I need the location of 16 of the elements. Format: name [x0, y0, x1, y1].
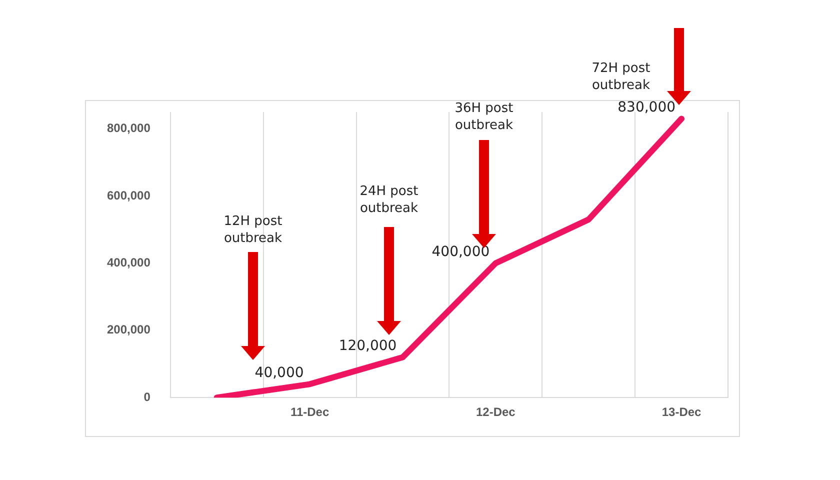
- annotation: 24H post outbreak: [358, 183, 420, 217]
- annotation: 12H post outbreak: [222, 213, 284, 247]
- y-tick-label: 200,000: [106, 322, 151, 337]
- y-tick-label: 0: [144, 390, 151, 404]
- data-label: 830,000: [618, 99, 676, 116]
- x-tick-label: 12-Dec: [476, 405, 516, 420]
- data-label: 40,000: [254, 364, 304, 381]
- x-tick-label: 13-Dec: [662, 405, 702, 420]
- y-tick-label: 800,000: [106, 121, 151, 136]
- data-label: 400,000: [432, 244, 490, 260]
- annotation: 36H post outbreak: [454, 100, 514, 134]
- x-tick-label: 11-Dec: [290, 405, 330, 420]
- text: 72H post outbreak: [590, 60, 652, 94]
- data-label: 120,000: [338, 338, 397, 354]
- y-tick-label: 400,000: [106, 256, 151, 270]
- y-tick-label: 600,000: [106, 188, 151, 202]
